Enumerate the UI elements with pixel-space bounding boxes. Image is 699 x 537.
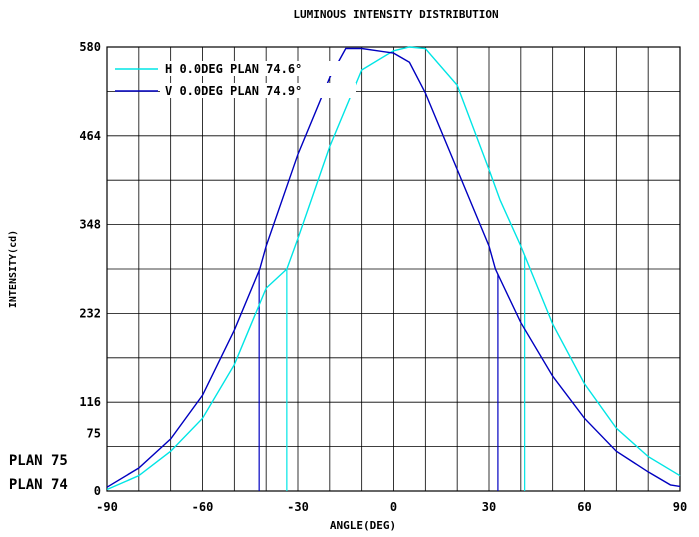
plot-area-frame [106,46,681,492]
series-line-h [106,46,681,491]
legend-label-v: V 0.0DEG PLAN 74.9° [165,84,302,98]
y-extra-label: 75 [87,427,101,441]
offpage-label-2: G PLAN 74 [0,477,68,493]
legend-label-h: H 0.0DEG PLAN 74.6° [165,62,302,76]
x-tick-label: -90 [96,500,118,514]
offpage-label-1: G PLAN 75 [0,453,68,469]
legend: H 0.0DEG PLAN 74.6° V 0.0DEG PLAN 74.9° [115,61,356,98]
y-tick-label: 232 [79,306,101,320]
offpage-labels: G PLAN 75 G PLAN 74 [0,453,68,493]
x-tick-label: 60 [577,500,591,514]
y-tick-label: 580 [79,40,101,54]
x-tick-label: 30 [482,500,496,514]
x-tick-label: -60 [192,500,214,514]
y-tick-label: 0 [94,484,101,498]
beam-lines [258,255,526,491]
series-line-v [106,47,681,488]
y-tick-label: 464 [79,129,101,143]
x-tick-label: 90 [673,500,687,514]
x-tick-label: 0 [390,500,397,514]
y-axis-label: INTENSITY(cd) [8,230,19,308]
x-axis-label: ANGLE(DEG) [330,519,396,532]
tick-labels: -90 -60 -30 0 30 60 90 0 116 232 348 464 580 75 [79,40,687,514]
y-tick-label: 348 [79,218,101,232]
chart-title: LUMINOUS INTENSITY DISTRIBUTION [293,8,498,21]
x-tick-label: -30 [287,500,309,514]
y-tick-label: 116 [79,395,101,409]
curves [106,46,681,491]
grid [107,47,680,491]
